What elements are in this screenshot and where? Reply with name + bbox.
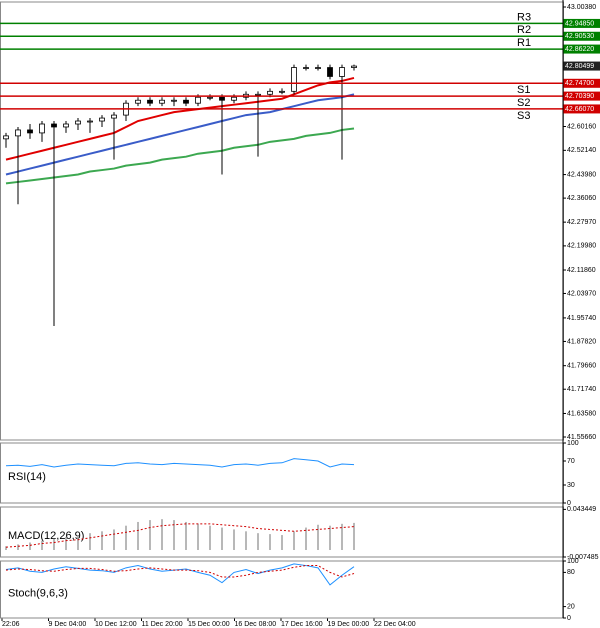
y-tick-label: 0.043449 (567, 506, 596, 513)
last-price-box (563, 61, 600, 71)
level-box (563, 78, 600, 88)
y-tick-label: 42.03970 (567, 290, 596, 297)
level-box (563, 31, 600, 41)
level-box (563, 44, 600, 54)
y-tick-label: -0.007485 (567, 554, 599, 561)
indicator-title: MACD(12,26,9) (8, 530, 84, 542)
level-name: S1 (517, 84, 530, 96)
line (5, 93, 355, 176)
level-name: R1 (517, 37, 531, 49)
candle-body (219, 96, 225, 101)
y-tick-label: 0 (567, 615, 571, 622)
candle-body (99, 117, 105, 122)
y-tick-label: 20 (567, 603, 575, 610)
level-value: 42.86220 (565, 46, 594, 53)
x-tick-label: 15 Dec 00:00 (188, 621, 230, 628)
candle-body (255, 93, 261, 96)
y-tick-label: 41.95740 (567, 315, 596, 322)
level-box (563, 91, 600, 101)
candle-body (195, 96, 201, 104)
y-tick-label: 42.52140 (567, 147, 596, 154)
level-value: 42.70390 (565, 93, 594, 100)
candle-body (135, 99, 141, 104)
candle-body (231, 96, 237, 101)
candle-body (207, 96, 213, 99)
candle-body (327, 67, 333, 77)
candle-body (171, 99, 177, 102)
candle-body (87, 120, 93, 123)
y-tick-label: 100 (567, 440, 579, 447)
y-tick-label: 41.55660 (567, 434, 596, 441)
x-tick-label: 22 Dec 04:00 (374, 621, 416, 628)
level-name: R2 (517, 24, 531, 36)
candle-body (39, 123, 45, 134)
y-tick-label: 0 (567, 500, 571, 507)
y-tick-label: 30 (567, 482, 575, 489)
candle-body (315, 67, 321, 69)
candle-body (3, 135, 9, 140)
level-box (563, 104, 600, 114)
y-tick-label: 80 (567, 569, 575, 576)
candle-body (303, 67, 309, 69)
x-tick-label: 22:06 (2, 621, 20, 628)
candle-body (27, 129, 33, 134)
line (5, 458, 355, 468)
candle-body (291, 67, 297, 92)
indicator-title: Stoch(9,6,3) (8, 587, 68, 599)
candle-body (159, 99, 165, 104)
y-tick-label: 42.36060 (567, 195, 596, 202)
y-tick-label: 43.00380 (567, 4, 596, 11)
level-name: R3 (517, 11, 531, 23)
level-value: 42.74700 (565, 80, 594, 87)
candle-body (51, 123, 57, 128)
y-tick-label: 42.43980 (567, 171, 596, 178)
x-tick-label: 16 Dec 08:00 (235, 621, 277, 628)
y-tick-label: 42.27970 (567, 219, 596, 226)
x-tick-label: 17 Dec 16:00 (281, 621, 323, 628)
candle-body (15, 129, 21, 137)
candle-body (75, 120, 81, 125)
indicator-title: RSI(14) (8, 471, 46, 483)
y-tick-label: 42.11860 (567, 267, 596, 274)
x-tick-label: 9 Dec 04:00 (49, 621, 87, 628)
level-value: 42.66070 (565, 106, 594, 113)
x-tick-label: 19 Dec 00:00 (328, 621, 370, 628)
panel (0, 1, 564, 441)
y-tick-label: 42.19980 (567, 243, 596, 250)
level-name: S3 (517, 110, 530, 122)
candle-body (183, 99, 189, 104)
y-tick-label: 41.63580 (567, 410, 596, 417)
candle-body (111, 114, 117, 119)
panel (0, 442, 564, 504)
line (5, 523, 355, 548)
y-tick-label: 100 (567, 558, 579, 565)
level-box (563, 18, 600, 28)
level-value: 42.94850 (565, 20, 594, 27)
x-tick-label: 11 Dec 20:00 (142, 621, 183, 628)
last-price: 42.80499 (565, 63, 594, 70)
x-tick-label: 10 Dec 12:00 (95, 621, 137, 628)
candle-body (267, 90, 273, 95)
y-tick-label: 42.60160 (567, 123, 596, 130)
level-value: 42.90530 (565, 33, 594, 40)
y-tick-label: 41.71740 (567, 386, 596, 393)
line (5, 563, 355, 586)
candle-body (339, 67, 345, 77)
y-tick-label: 70 (567, 458, 575, 465)
line (5, 565, 355, 578)
level-name: S2 (517, 97, 530, 109)
y-tick-label: 41.79660 (567, 363, 596, 370)
candle-body (279, 90, 285, 93)
candle-body (63, 123, 69, 128)
line (5, 127, 355, 185)
line (5, 76, 355, 161)
candle-body (351, 65, 357, 68)
y-tick-label: 41.87820 (567, 338, 596, 345)
candle-body (147, 99, 153, 104)
